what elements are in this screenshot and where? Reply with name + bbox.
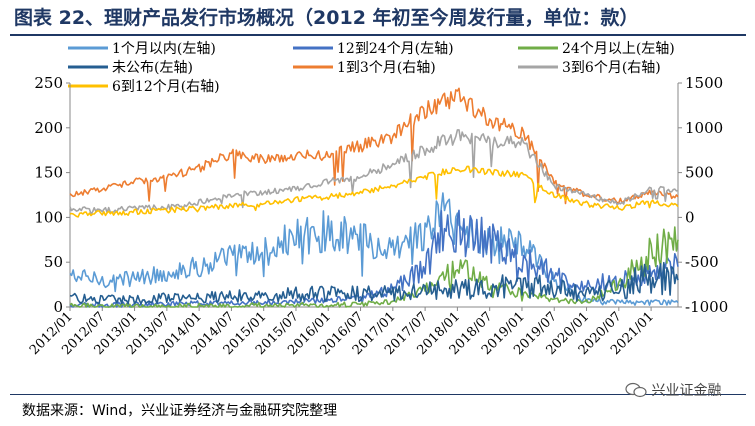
series-line-2 [69, 209, 679, 308]
y-left-tick-label: 50 [44, 253, 63, 271]
wechat-icon [625, 382, 647, 398]
legend-label-3: 24个月以上(左轴) [562, 41, 675, 57]
y-left-tick-label: 150 [34, 164, 63, 182]
y-right-tick-label: 0 [685, 208, 695, 226]
y-right-tick-label: 1500 [685, 74, 723, 92]
y-right-tick-label: 500 [685, 164, 714, 182]
y-right-tick-label: -500 [685, 253, 719, 271]
chart-title: 图表 22、理财产品发行市场概况（2012 年初至今周发行量，单位：款） [14, 7, 639, 29]
title-divider [10, 34, 746, 36]
watermark-text: 兴业证金融 [651, 383, 722, 399]
y-right-tick-label: 1000 [685, 119, 723, 137]
watermark: 兴业证金融 [625, 380, 721, 400]
legend-label-5: 1到3个月(右轴) [337, 60, 436, 76]
source-note: 数据来源：Wind，兴业证券经济与金融研究院整理 [22, 403, 338, 419]
y-right-tick-label: -1000 [685, 298, 728, 316]
legend-label-4: 未公布(左轴) [112, 60, 193, 76]
axes: 050100150200250-1000-5000500100015002012… [27, 74, 728, 358]
y-left-tick-label: 200 [34, 119, 63, 137]
series-line-5 [69, 87, 679, 205]
y-left-tick-label: 100 [34, 208, 63, 226]
series-line-4 [69, 261, 679, 305]
legend-label-7: 6到12个月(右轴) [112, 79, 220, 95]
series-line-6 [69, 129, 679, 215]
plot-area [69, 87, 679, 308]
legend-label-6: 3到6个月(右轴) [562, 60, 661, 76]
legend-label-2: 12到24个月(左轴) [337, 41, 454, 57]
series-line-7 [69, 165, 679, 218]
y-left-tick-label: 250 [34, 74, 63, 92]
legend: 1个月以内(左轴) 12到24个月(左轴) 24个月以上(左轴) 未公布(左轴) 1到3… [68, 41, 675, 95]
legend-label-1: 1个月以内(左轴) [112, 41, 216, 57]
y-left-tick-label: 0 [53, 298, 63, 316]
footer-divider [10, 394, 746, 395]
